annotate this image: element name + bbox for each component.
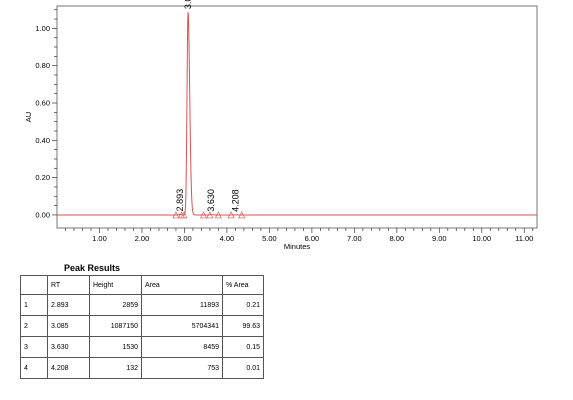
row-rt: 3.630 [47, 336, 90, 358]
peak-label: 4.208 [231, 189, 241, 212]
y-tick-label: 0.60 [35, 99, 50, 108]
integration-marker [172, 211, 180, 219]
x-tick-label: 3.00 [177, 234, 192, 243]
y-tick-label: 0.20 [35, 173, 50, 182]
row-area: 8459 [141, 336, 223, 358]
row-index: 1 [20, 294, 48, 316]
x-tick-label: 6.00 [305, 234, 320, 243]
y-tick-label: 0.40 [35, 136, 50, 145]
y-axis-label: AU [24, 112, 33, 122]
row-rt: 4.208 [47, 357, 90, 379]
row-height: 1087150 [89, 315, 142, 337]
y-tick-label: 0.80 [35, 61, 50, 70]
row-percent-area: 99.63 [222, 315, 264, 337]
peak-results-table: RT Height Area % Area 1 2.893 2859 11893… [20, 275, 264, 379]
x-axis-label: Minutes [284, 242, 311, 251]
chromatogram-trace [57, 12, 537, 216]
table-row: 4 4.208 132 753 0.01 [20, 357, 264, 379]
row-percent-area: 0.21 [222, 294, 264, 316]
x-tick-label: 4.00 [220, 234, 235, 243]
row-height: 2859 [89, 294, 142, 316]
header-cell-index [20, 275, 48, 295]
x-tick-label: 5.00 [262, 234, 277, 243]
plot-frame [56, 5, 538, 229]
x-tick-label: 8.00 [390, 234, 405, 243]
row-index: 4 [20, 357, 48, 379]
integration-marker [180, 211, 188, 219]
integration-marker [200, 211, 208, 219]
header-cell-height: Height [89, 275, 142, 295]
y-tick-label: 0.00 [35, 210, 50, 219]
integration-marker [206, 211, 214, 219]
table-row: 2 3.085 1087150 5704341 99.63 [20, 315, 264, 337]
table-row: 1 2.893 2859 11893 0.21 [20, 294, 264, 316]
x-tick-label: 7.00 [347, 234, 362, 243]
row-rt: 3.085 [47, 315, 90, 337]
table-row: 3 3.630 1530 8459 0.15 [20, 336, 264, 358]
peak-label: 2.893 [175, 189, 185, 212]
peak-results-title: Peak Results [64, 263, 121, 273]
y-tick-label: 1.00 [35, 24, 50, 33]
row-rt: 2.893 [47, 294, 90, 316]
header-cell-rt: RT [47, 275, 90, 295]
row-percent-area: 0.01 [222, 357, 264, 379]
header-cell-area: Area [141, 275, 223, 295]
integration-marker [238, 211, 246, 219]
row-index: 3 [20, 336, 48, 358]
header-cell-percent-area: % Area [222, 275, 264, 295]
x-tick-label: 9.00 [432, 234, 447, 243]
x-tick-label: 2.00 [135, 234, 150, 243]
peak-label: 3.085 [183, 0, 193, 9]
row-percent-area: 0.15 [222, 336, 264, 358]
row-area: 11893 [141, 294, 223, 316]
integration-marker [214, 211, 222, 219]
row-height: 1530 [89, 336, 142, 358]
row-height: 132 [89, 357, 142, 379]
x-tick-label: 1.00 [92, 234, 107, 243]
peak-label: 3.630 [206, 189, 216, 212]
chromatogram-chart: 1.00 2.00 3.00 4.00 5.00 6.00 7.00 8.00 9.00 10.0… [24, 0, 538, 251]
row-area: 753 [141, 357, 223, 379]
table-header-row: RT Height Area % Area [20, 275, 264, 295]
row-index: 2 [20, 315, 48, 337]
x-tick-label: 10.00 [472, 234, 491, 243]
integration-marker [227, 211, 235, 219]
x-tick-label: 11.00 [515, 234, 533, 243]
row-area: 5704341 [141, 315, 223, 337]
